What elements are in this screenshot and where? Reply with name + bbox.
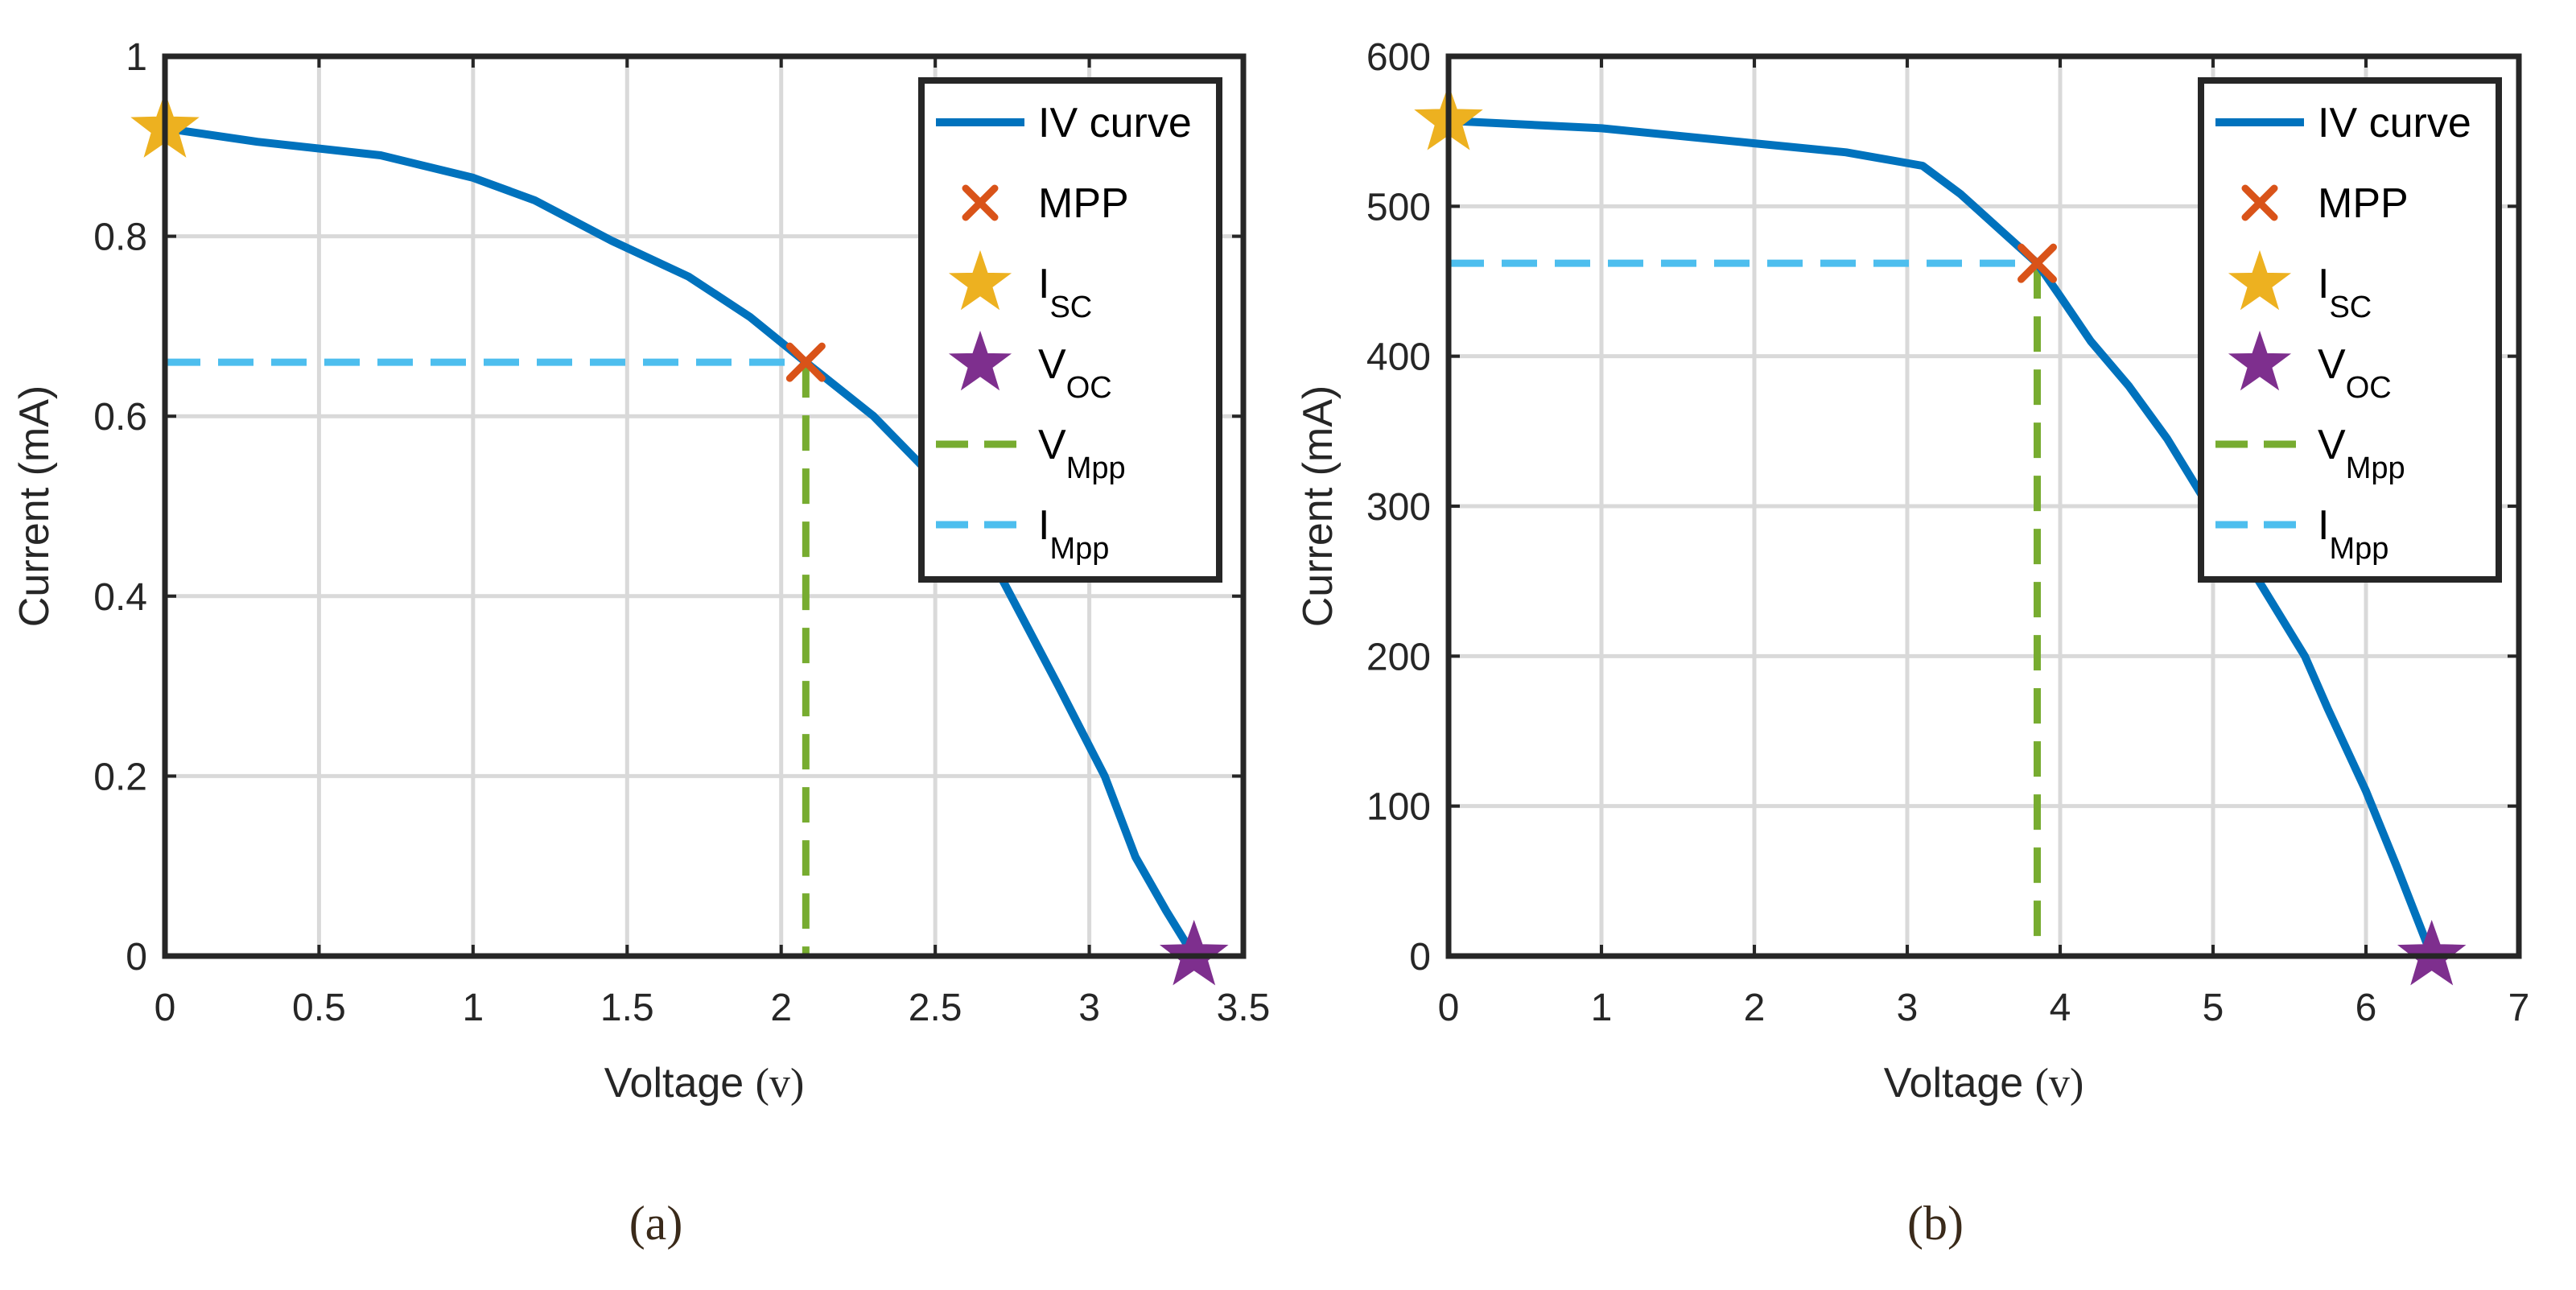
legend-label-sub: Mpp [2346,451,2405,485]
y-tick-label: 400 [1366,336,1431,379]
x-axis-label-unit: (v) [756,1061,805,1107]
legend-label-main: V [1038,422,1066,468]
x-tick-label: 1.5 [600,987,654,1029]
legend-label-impp: IMpp [1038,502,1109,566]
legend-label-iv: IV curve [2318,100,2471,146]
y-axis-label: Current (mA) [1295,385,1342,627]
x-tick-label: 0.5 [292,987,346,1029]
legend-swatch-voc-star [2228,330,2292,391]
legend-swatch-isc-star [2228,249,2292,311]
legend-label-main: IV curve [1038,100,1192,146]
mpp-marker [2018,243,2057,283]
legend-swatch-mpp-cross [2241,184,2278,221]
x-axis-label-unit: (v) [2035,1061,2084,1107]
y-tick-label: 600 [1366,36,1431,79]
legend-label-sub: OC [2346,371,2392,405]
y-tick-label: 0.2 [93,756,147,798]
x-tick-label: 3 [1897,987,1919,1029]
legend-label-sub: Mpp [1049,532,1109,566]
axes-box [162,53,1247,959]
legend-label-main: V [2318,341,2346,388]
y-tick-label: 0.4 [93,576,147,619]
legend-label-iv: IV curve [1038,100,1192,146]
legend-swatch-isc-star [948,249,1012,311]
y-tick-label: 200 [1366,636,1431,678]
x-axis-label-main: Voltage [604,1060,756,1107]
x-tick-label: 3 [1078,987,1100,1029]
x-tick-label: 5 [2203,987,2224,1029]
legend-swatch-voc-star [948,330,1012,391]
legend-label-isc: ISC [1038,261,1092,324]
x-tick-label: 2.5 [909,987,962,1029]
legend-label-sub: Mpp [2329,532,2388,566]
legend-label-isc: ISC [2318,261,2372,324]
iv-curve-line [1445,117,2436,960]
legend-label-impp: IMpp [2318,502,2388,566]
legend-label-main: I [2318,261,2329,307]
legend-label-main: V [2318,422,2346,468]
x-tick-label: 1 [1591,987,1613,1029]
legend-label-vmpp: VMpp [1038,422,1126,485]
x-axis-label: Voltage (v) [604,1060,805,1107]
legend-label-sub: OC [1066,371,1112,405]
legend-label-main: I [1038,261,1049,307]
y-tick-label: 0.6 [93,396,147,439]
y-tick-label: 0 [1409,936,1431,979]
legend-label-sub: SC [2329,291,2372,324]
legend-label-sub: SC [1049,291,1092,324]
legend-label-main: IV curve [2318,100,2471,146]
y-axis-label: Current (mA) [11,385,58,627]
x-tick-label: 2 [770,987,792,1029]
y-tick-label: 300 [1366,486,1431,529]
legend-label-main: V [1038,341,1066,388]
legend-label-main: I [2318,502,2329,549]
y-tick-label: 100 [1366,786,1431,829]
panel-caption: (a) [629,1197,683,1250]
legend-label-voc: VOC [1038,341,1112,405]
legend-label-main: MPP [1038,180,1129,227]
y-tick-label: 500 [1366,186,1431,229]
legend-box [2198,77,2502,583]
legend-label-main: MPP [2318,180,2409,227]
chart-panel-b: 0 1 2 3 4 5 6 7 0 100 200 300 400 500 600 Voltage (v) Cu… [1295,36,2529,1250]
x-tick-label: 4 [2050,987,2071,1029]
chart-panel-a: 0 0.5 1 1.5 2 2.5 3 3.5 0 0.2 0.4 0.6 0.8 1 Voltage (v… [11,36,1270,1250]
voc-marker [2397,920,2467,986]
legend-swatch-mpp-cross [962,184,999,221]
legend-label-vmpp: VMpp [2318,422,2405,485]
x-tick-label: 1 [463,987,484,1029]
legend-label-mpp: MPP [1038,180,1129,227]
y-tick-label: 0 [126,936,147,979]
legend-label-sub: Mpp [1066,451,1126,485]
legend-label-voc: VOC [2318,341,2392,405]
legend-box [918,77,1222,583]
x-tick-label: 7 [2508,987,2530,1029]
voc-marker [1159,919,1229,986]
x-tick-label: 3.5 [1217,987,1271,1029]
x-tick-label: 6 [2355,987,2377,1029]
legend-label-mpp: MPP [2318,180,2409,227]
mpp-marker [785,342,826,382]
x-tick-label: 0 [155,987,176,1029]
x-axis-label: Voltage (v) [1884,1060,2084,1107]
x-tick-label: 2 [1744,987,1766,1029]
y-tick-label: 1 [126,36,147,79]
panel-caption: (b) [1907,1197,1964,1250]
legend-label-main: I [1038,502,1049,549]
y-tick-label: 0.8 [93,216,147,259]
x-tick-label: 0 [1438,987,1460,1029]
x-axis-label-main: Voltage [1884,1060,2035,1107]
axes-box [1445,53,2522,959]
